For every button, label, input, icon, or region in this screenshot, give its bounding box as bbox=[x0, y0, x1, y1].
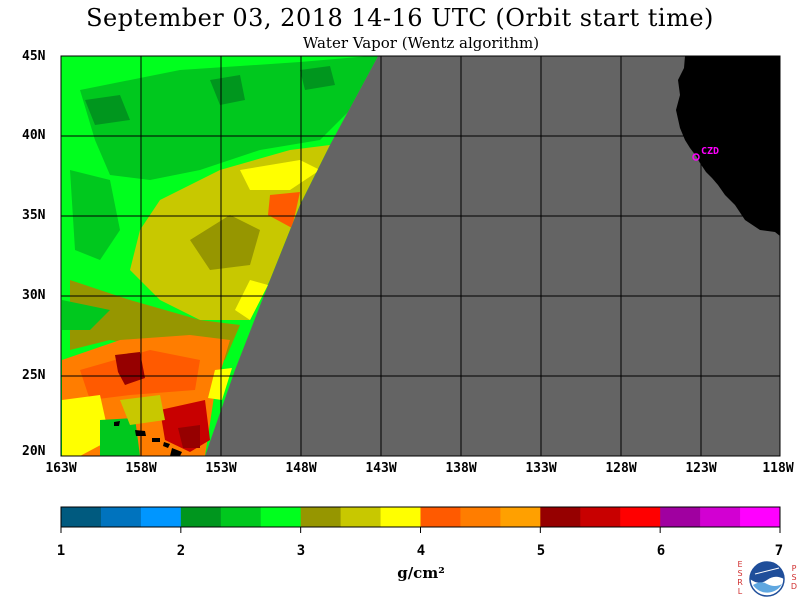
lat-label-25n: 25N bbox=[22, 368, 46, 383]
colorbar-tick-2: 2 bbox=[176, 543, 186, 559]
colorbar-swatch bbox=[180, 507, 222, 527]
colorbar-swatch bbox=[260, 507, 302, 527]
map-title: September 03, 2018 14-16 UTC (Orbit star… bbox=[86, 4, 714, 32]
lat-label-40n: 40N bbox=[22, 128, 46, 143]
lon-label-158w: 158W bbox=[125, 461, 157, 476]
logo-letter: S bbox=[791, 573, 797, 582]
colorbar-swatch bbox=[460, 507, 501, 527]
colorbar-swatch bbox=[300, 507, 342, 527]
colorbar-swatch bbox=[740, 507, 781, 527]
logo-letter: L bbox=[737, 587, 743, 596]
logo-letter: E bbox=[737, 560, 743, 569]
colorbar-swatch bbox=[220, 507, 262, 527]
colorbar-swatch bbox=[500, 507, 541, 527]
colorbar-tick-5: 5 bbox=[536, 543, 546, 559]
colorbar-swatch bbox=[620, 507, 661, 527]
station-marker bbox=[692, 153, 700, 161]
colorbar-tick-6: 6 bbox=[656, 543, 666, 559]
logo-letter: D bbox=[790, 582, 798, 591]
colorbar-swatch bbox=[340, 507, 382, 527]
lon-label-123w: 123W bbox=[685, 461, 717, 476]
colorbar-swatch bbox=[380, 507, 421, 527]
logo-letter: P bbox=[791, 564, 797, 573]
lon-label-128w: 128W bbox=[605, 461, 637, 476]
colorbar-units: g/cm² bbox=[397, 564, 445, 582]
lon-label-138w: 138W bbox=[445, 461, 477, 476]
map-subtitle: Water Vapor (Wentz algorithm) bbox=[302, 34, 540, 52]
lat-label-20n: 20N bbox=[22, 444, 46, 459]
noaa-emblem-icon bbox=[749, 561, 785, 597]
colorbar-swatch bbox=[420, 507, 461, 527]
lat-label-30n: 30N bbox=[22, 288, 46, 303]
lon-label-153w: 153W bbox=[205, 461, 237, 476]
lat-label-45n: 45N bbox=[22, 49, 46, 64]
lon-label-148w: 148W bbox=[285, 461, 317, 476]
graticule bbox=[61, 56, 780, 456]
lon-label-163w: 163W bbox=[45, 461, 77, 476]
lon-label-133w: 133W bbox=[525, 461, 557, 476]
colorbar-swatch bbox=[100, 507, 142, 527]
lon-label-118w: 118W bbox=[762, 461, 794, 476]
noaa-logo: E S R L P S D bbox=[736, 558, 798, 600]
lat-label-35n: 35N bbox=[22, 208, 46, 223]
colorbar-swatch bbox=[580, 507, 621, 527]
colorbar-tick-4: 4 bbox=[416, 543, 426, 559]
colorbar-swatches bbox=[61, 507, 781, 527]
lon-label-143w: 143W bbox=[365, 461, 397, 476]
colorbar-tick-3: 3 bbox=[296, 543, 306, 559]
logo-letter: S bbox=[737, 569, 743, 578]
colorbar-swatch bbox=[660, 507, 701, 527]
colorbar-tick-marks bbox=[60, 527, 781, 533]
colorbar-swatch bbox=[140, 507, 182, 527]
station-label: CZD bbox=[701, 146, 720, 157]
colorbar-tick-7: 7 bbox=[774, 543, 784, 559]
colorbar-swatch bbox=[61, 507, 102, 527]
colorbar-swatch bbox=[700, 507, 741, 527]
land-mass bbox=[676, 56, 780, 236]
logo-letter: R bbox=[737, 578, 743, 587]
colorbar-swatch bbox=[540, 507, 581, 527]
colorbar-tick-1: 1 bbox=[56, 543, 66, 559]
